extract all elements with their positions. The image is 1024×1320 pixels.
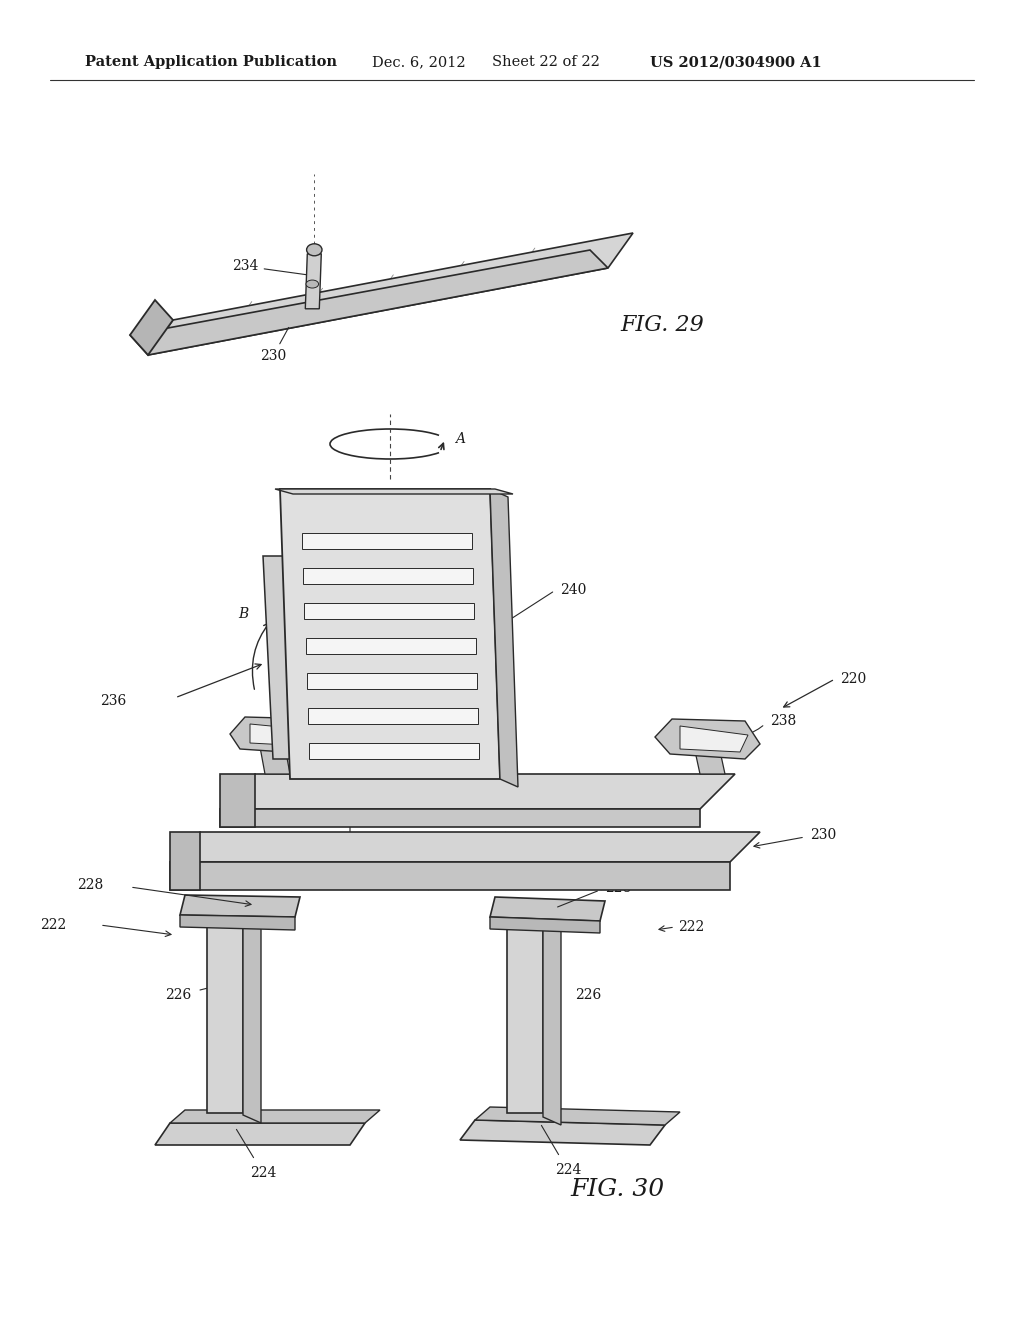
Polygon shape [490, 488, 518, 787]
Polygon shape [303, 568, 473, 583]
Text: Dec. 6, 2012: Dec. 6, 2012 [372, 55, 466, 69]
Text: 228: 228 [77, 878, 103, 892]
Text: US 2012/0304900 A1: US 2012/0304900 A1 [650, 55, 821, 69]
Text: 220: 220 [840, 672, 866, 686]
Polygon shape [280, 488, 500, 779]
Polygon shape [680, 726, 748, 752]
Polygon shape [275, 488, 513, 494]
Text: 230: 230 [260, 327, 289, 363]
Polygon shape [170, 832, 760, 862]
Polygon shape [130, 249, 608, 355]
Text: 240: 240 [560, 583, 587, 598]
Polygon shape [250, 723, 323, 746]
Text: Sheet 22 of 22: Sheet 22 of 22 [492, 55, 600, 69]
Polygon shape [308, 709, 478, 723]
Polygon shape [655, 719, 760, 759]
Text: B: B [238, 607, 248, 620]
Text: C: C [350, 682, 360, 696]
Text: FIG. 29: FIG. 29 [620, 314, 703, 337]
Text: 244: 244 [335, 851, 361, 866]
Polygon shape [490, 898, 605, 921]
Polygon shape [490, 917, 600, 933]
Polygon shape [220, 774, 735, 809]
Polygon shape [148, 234, 633, 355]
Polygon shape [207, 915, 243, 1113]
Polygon shape [304, 603, 474, 619]
Polygon shape [263, 556, 293, 759]
Text: 230: 230 [810, 828, 837, 842]
Polygon shape [170, 1110, 380, 1123]
Polygon shape [307, 673, 477, 689]
Polygon shape [260, 747, 290, 774]
Polygon shape [302, 533, 472, 549]
Polygon shape [460, 1119, 665, 1144]
Polygon shape [220, 809, 700, 828]
Polygon shape [155, 1123, 365, 1144]
Polygon shape [305, 253, 322, 309]
Text: 222: 222 [678, 920, 705, 935]
Polygon shape [695, 751, 725, 774]
Polygon shape [306, 639, 476, 653]
Text: 236: 236 [100, 694, 126, 708]
Text: A: A [455, 432, 465, 446]
Text: 238: 238 [770, 714, 797, 729]
Text: Patent Application Publication: Patent Application Publication [85, 55, 337, 69]
Text: FIG. 30: FIG. 30 [570, 1179, 665, 1201]
Text: 224: 224 [555, 1163, 582, 1177]
Polygon shape [230, 717, 335, 754]
Polygon shape [170, 862, 730, 890]
Polygon shape [507, 915, 543, 1113]
Text: 226: 226 [575, 987, 601, 1002]
Polygon shape [543, 915, 561, 1125]
Polygon shape [243, 915, 261, 1123]
Polygon shape [130, 300, 173, 355]
Text: 226: 226 [165, 987, 191, 1002]
Polygon shape [475, 1107, 680, 1125]
Polygon shape [170, 832, 200, 890]
Polygon shape [180, 915, 295, 931]
Ellipse shape [306, 244, 322, 256]
Polygon shape [309, 743, 479, 759]
Text: 222: 222 [40, 917, 67, 932]
Polygon shape [180, 895, 300, 917]
Polygon shape [220, 774, 255, 828]
Text: 228: 228 [605, 880, 631, 895]
Text: 224: 224 [250, 1166, 276, 1180]
Text: 234: 234 [232, 259, 311, 276]
Ellipse shape [306, 280, 318, 288]
